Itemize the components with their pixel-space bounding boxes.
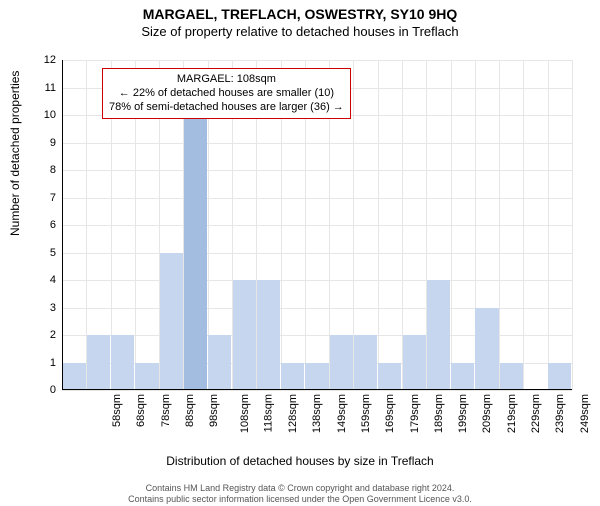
x-tick-label: 179sqm xyxy=(409,394,421,433)
y-tick-label: 7 xyxy=(26,192,56,204)
gridline-h xyxy=(62,198,572,199)
y-tick-label: 5 xyxy=(26,247,56,259)
y-tick-label: 11 xyxy=(26,82,56,94)
gridline-v xyxy=(523,60,524,390)
bar xyxy=(427,280,450,390)
annotation-line3: 78% of semi-detached houses are larger (… xyxy=(109,101,344,115)
bar xyxy=(475,308,498,391)
gridline-v xyxy=(378,60,379,390)
x-tick-label: 58sqm xyxy=(111,394,123,427)
gridline-h xyxy=(62,170,572,171)
x-tick-label: 229sqm xyxy=(530,394,542,433)
x-tick-label: 78sqm xyxy=(160,394,172,427)
x-tick-label: 138sqm xyxy=(312,394,324,433)
y-axis-label: Number of detached properties xyxy=(8,71,22,236)
x-tick-label: 199sqm xyxy=(457,394,469,433)
footer-line2: Contains public sector information licen… xyxy=(0,494,600,504)
bar xyxy=(548,363,571,391)
gridline-h xyxy=(62,253,572,254)
y-axis-line xyxy=(62,60,63,390)
gridline-h xyxy=(62,390,572,391)
chart-title-main: MARGAEL, TREFLACH, OSWESTRY, SY10 9HQ xyxy=(0,6,600,22)
annotation-line1: MARGAEL: 108sqm xyxy=(109,73,344,87)
x-tick-label: 98sqm xyxy=(208,394,220,427)
bar xyxy=(281,363,304,391)
x-tick-label: 249sqm xyxy=(579,394,591,433)
bar xyxy=(500,363,523,391)
bar xyxy=(63,363,86,391)
annotation-line2: ← 22% of detached houses are smaller (10… xyxy=(109,87,344,101)
bar xyxy=(257,280,280,390)
gridline-h xyxy=(62,225,572,226)
gridline-h xyxy=(62,60,572,61)
x-tick-label: 149sqm xyxy=(336,394,348,433)
bar xyxy=(87,335,110,390)
x-tick-label: 108sqm xyxy=(239,394,251,433)
x-tick-label: 219sqm xyxy=(506,394,518,433)
bar xyxy=(305,363,328,391)
gridline-h xyxy=(62,143,572,144)
x-tick-label: 118sqm xyxy=(262,394,274,432)
y-tick-label: 1 xyxy=(26,357,56,369)
y-tick-label: 3 xyxy=(26,302,56,314)
gridline-v xyxy=(451,60,452,390)
bar xyxy=(184,115,207,390)
annotation-box: MARGAEL: 108sqm ← 22% of detached houses… xyxy=(102,68,351,119)
x-tick-label: 239sqm xyxy=(554,394,566,433)
bar xyxy=(451,363,474,391)
x-tick-label: 68sqm xyxy=(135,394,147,427)
y-tick-label: 6 xyxy=(26,219,56,231)
x-tick-label: 209sqm xyxy=(482,394,494,433)
y-tick-label: 10 xyxy=(26,109,56,121)
bar xyxy=(378,363,401,391)
gridline-v xyxy=(548,60,549,390)
x-tick-label: 88sqm xyxy=(184,394,196,427)
x-tick-label: 169sqm xyxy=(384,394,396,433)
gridline-h xyxy=(62,280,572,281)
x-axis-label: Distribution of detached houses by size … xyxy=(0,454,600,468)
bar xyxy=(330,335,353,390)
y-tick-label: 8 xyxy=(26,164,56,176)
footer-attribution: Contains HM Land Registry data © Crown c… xyxy=(0,483,600,504)
bar xyxy=(208,335,231,390)
bar xyxy=(354,335,377,390)
bar xyxy=(111,335,134,390)
y-tick-label: 9 xyxy=(26,137,56,149)
y-tick-label: 12 xyxy=(26,54,56,66)
y-tick-label: 4 xyxy=(26,274,56,286)
x-tick-label: 159sqm xyxy=(360,394,372,433)
bar xyxy=(233,280,256,390)
gridline-v xyxy=(572,60,573,390)
footer-line1: Contains HM Land Registry data © Crown c… xyxy=(0,483,600,493)
chart-area: 012345678910111258sqm68sqm78sqm88sqm98sq… xyxy=(62,60,572,420)
x-tick-label: 189sqm xyxy=(433,394,445,433)
bar xyxy=(160,253,183,391)
x-tick-label: 128sqm xyxy=(287,394,299,433)
chart-title-sub: Size of property relative to detached ho… xyxy=(0,24,600,39)
y-tick-label: 2 xyxy=(26,329,56,341)
x-axis-line xyxy=(62,389,572,390)
y-tick-label: 0 xyxy=(26,384,56,396)
gridline-v xyxy=(499,60,500,390)
bar xyxy=(403,335,426,390)
bar xyxy=(135,363,158,391)
